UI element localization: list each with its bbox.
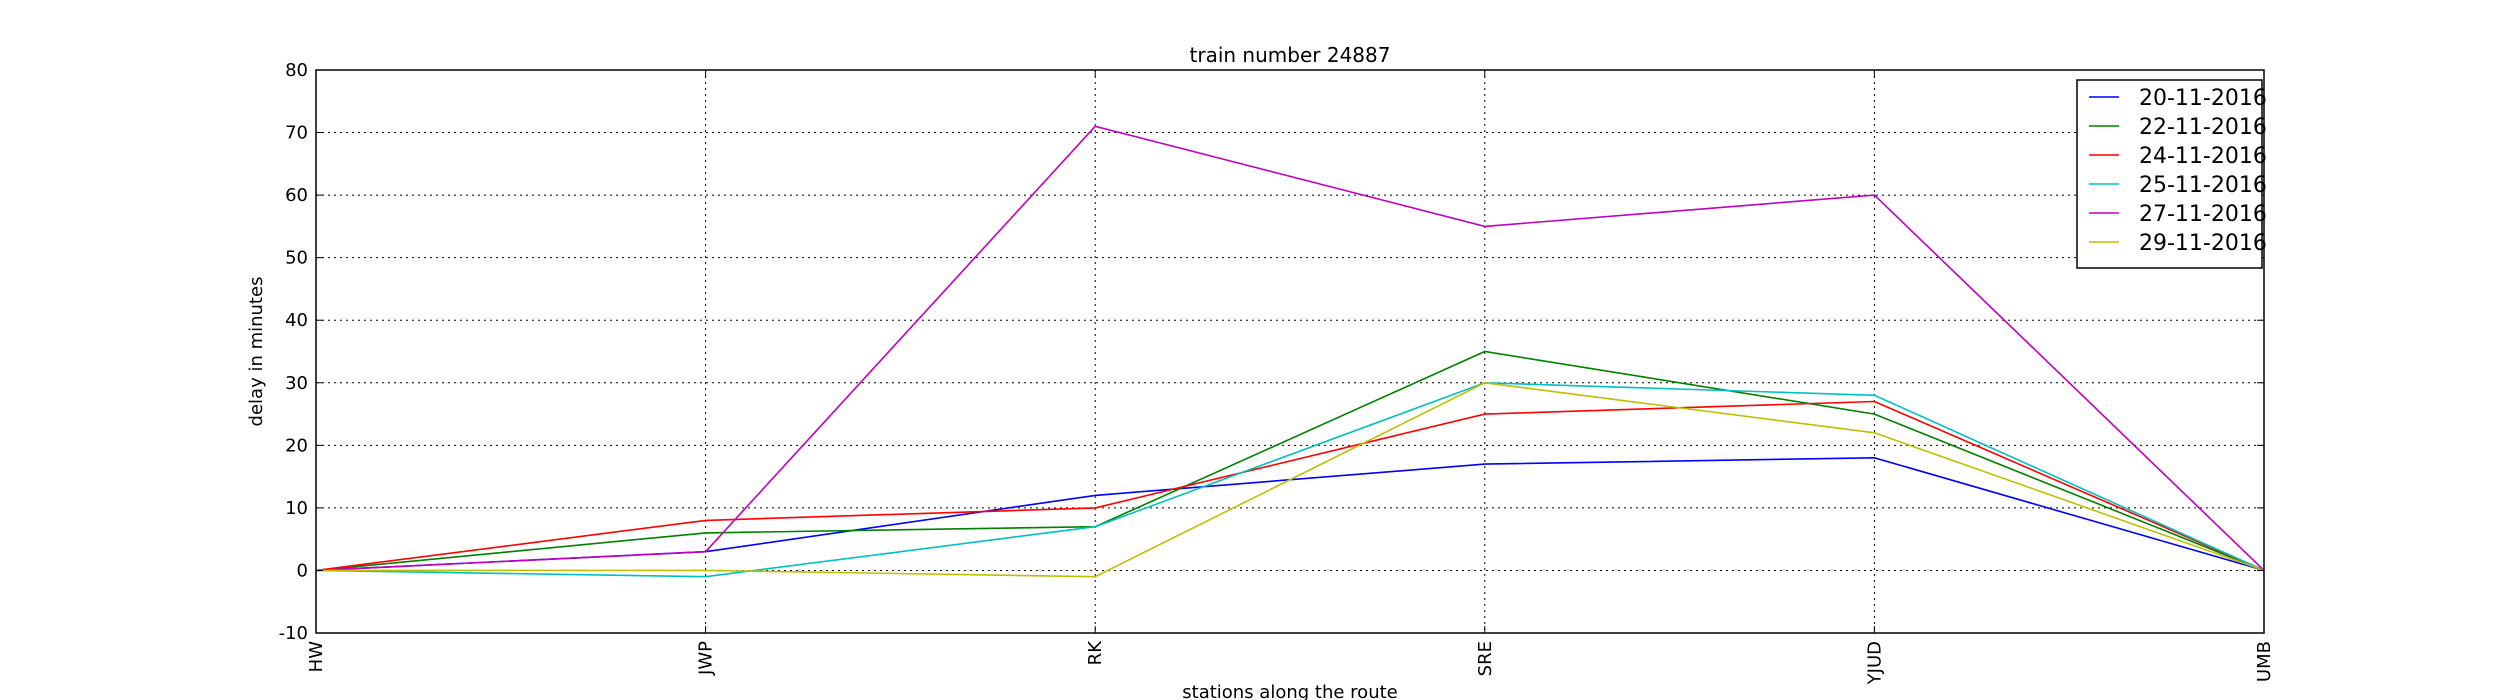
- legend-item: 20-11-2016: [2089, 86, 2267, 111]
- legend-label: 24-11-2016: [2139, 144, 2267, 169]
- legend-item: 29-11-2016: [2089, 231, 2267, 256]
- plot-frame: [315, 69, 2265, 634]
- series-line: [315, 400, 2265, 572]
- series-line: [315, 350, 2265, 572]
- y-tick-label: 60: [285, 185, 308, 206]
- legend-items: 20-11-2016 22-11-2016 24-11-2016 25-11-2016…: [2089, 86, 2267, 256]
- legend-item: 27-11-2016: [2089, 202, 2267, 227]
- y-tick-label: 40: [285, 310, 308, 331]
- y-tick-label: 10: [285, 498, 308, 519]
- y-tick-label: 50: [285, 248, 308, 269]
- legend-item: 25-11-2016: [2089, 173, 2267, 198]
- series-line: [315, 456, 2265, 572]
- y-axis-title: delay in minutes: [246, 277, 267, 427]
- y-tick-label: 0: [297, 560, 308, 581]
- x-tick-label: YJUD: [1864, 641, 1885, 685]
- y-tick-label: -10: [279, 623, 308, 644]
- legend-label: 22-11-2016: [2139, 115, 2267, 140]
- y-tick-label: 20: [285, 435, 308, 456]
- x-tick-label: RK: [1085, 640, 1106, 666]
- legend-label: 25-11-2016: [2139, 173, 2267, 198]
- x-tick-label: HW: [306, 641, 327, 673]
- y-tick-label: 70: [285, 123, 308, 144]
- x-tick-label: SRE: [1475, 641, 1496, 676]
- series-line: [315, 125, 2265, 572]
- series-line: [316, 381, 2265, 578]
- x-tick-label: UMB: [2254, 641, 2275, 682]
- grid-lines: [316, 70, 2264, 633]
- y-axis-ticks: -10 0 10 20 30 40 50 60 70 80: [279, 60, 2264, 644]
- y-tick-label: 30: [285, 373, 308, 394]
- chart-title: train number 24887: [1190, 43, 1391, 67]
- series-line: [315, 381, 2265, 578]
- x-axis-title: stations along the route: [1182, 682, 1397, 700]
- x-tick-label: JWP: [696, 641, 717, 676]
- legend-label: 27-11-2016: [2139, 202, 2267, 227]
- series-lines: [315, 125, 2265, 578]
- legend-box: [2076, 79, 2263, 269]
- x-axis-ticks: HW JWP RK SRE YJUD UMB: [306, 70, 2275, 685]
- legend-label: 29-11-2016: [2139, 231, 2267, 256]
- legend: 20-11-2016 22-11-2016 24-11-2016 25-11-2016…: [2076, 79, 2267, 269]
- legend-item: 22-11-2016: [2089, 115, 2267, 140]
- legend-label: 20-11-2016: [2139, 86, 2267, 111]
- y-tick-label: 80: [285, 60, 308, 81]
- legend-item: 24-11-2016: [2089, 144, 2267, 169]
